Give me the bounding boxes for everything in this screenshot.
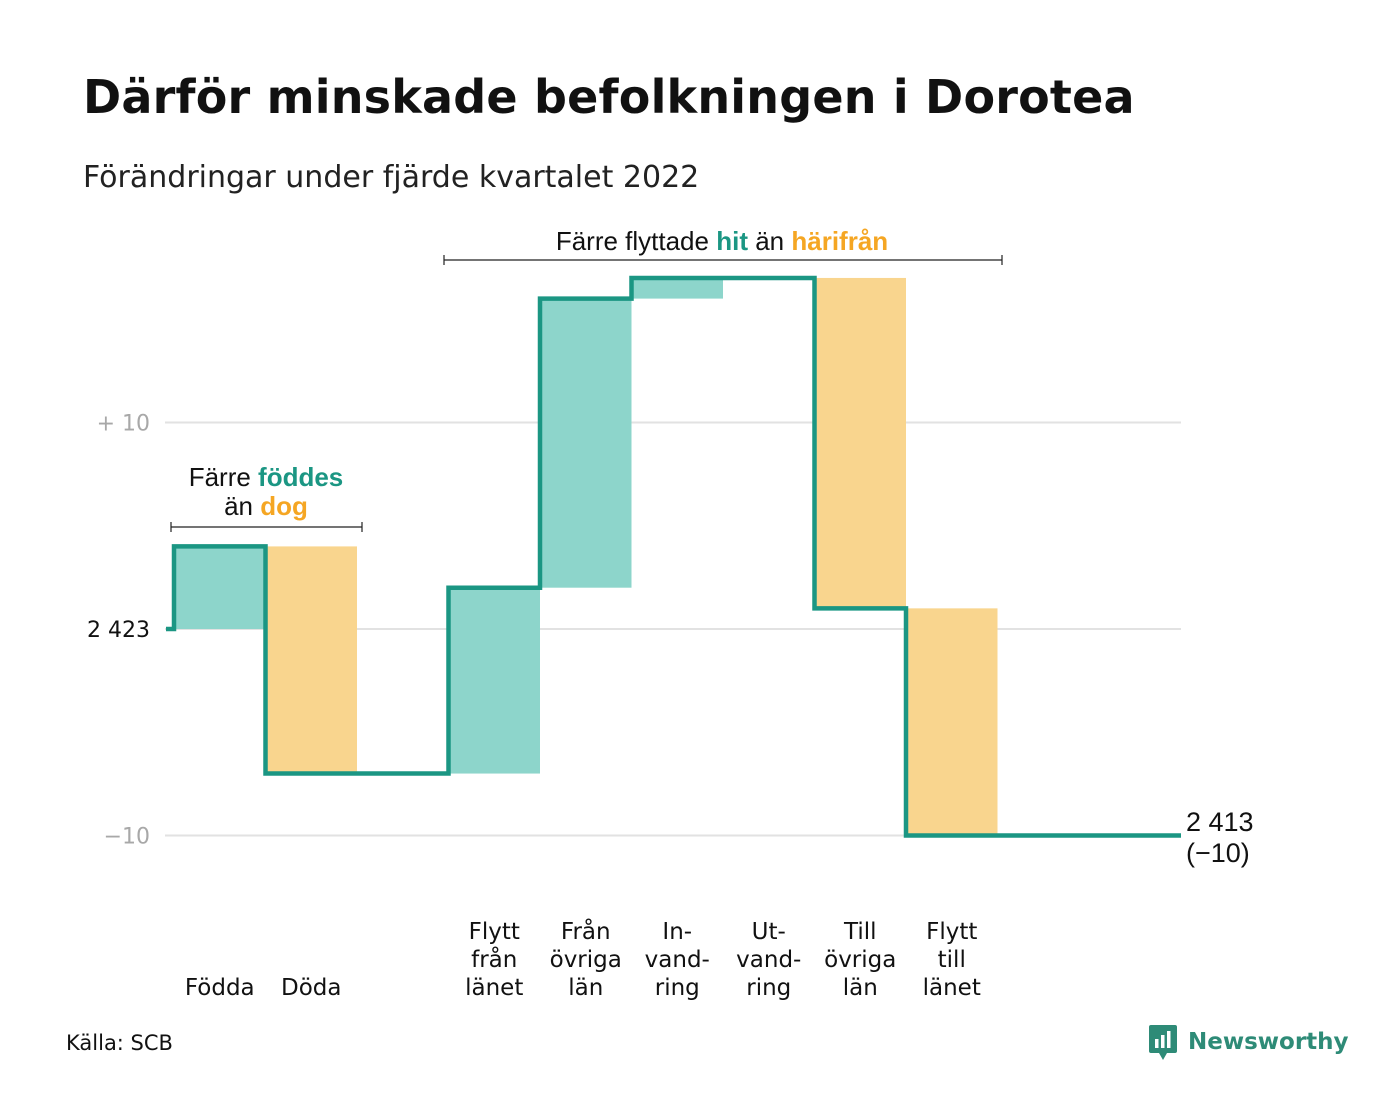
step-line-path <box>166 275 1181 838</box>
y-tick-label-2: −10 <box>104 825 150 850</box>
category-label-4-0: Från <box>561 917 611 945</box>
y-axis-ticks: + 10 2 423 −10 <box>87 412 150 850</box>
category-label-6-2: ring <box>746 975 791 1001</box>
bar-5 <box>631 277 723 299</box>
deaths-annotation-key: dog <box>260 491 308 521</box>
bar-1 <box>265 546 357 774</box>
chart-subtitle: Förändringar under fjärde kvartalet 2022 <box>83 160 700 195</box>
running-total-line <box>166 275 1181 838</box>
category-label-1-0: Döda <box>281 975 341 1001</box>
migration-annotation-key-out: härifrån <box>791 226 888 256</box>
migration-annotation: Färre flyttade hit än härifrån <box>443 226 1003 265</box>
category-label-6-0: Ut- <box>752 919 786 945</box>
end-label: 2 413 (−10) <box>1186 807 1254 868</box>
end-value-label: 2 413 <box>1186 807 1254 837</box>
brand-name: Newsworthy <box>1188 1029 1349 1055</box>
category-label-4-2: län <box>568 975 603 1001</box>
category-label-7-0: Till <box>843 919 877 945</box>
bars <box>174 277 998 836</box>
category-label-8-2: länet <box>923 975 981 1001</box>
category-label-5-2: ring <box>655 975 700 1001</box>
births-annotation-text: Färre <box>189 462 258 492</box>
category-label-3-0: Flytt <box>469 919 520 945</box>
category-label-6-1: vand- <box>736 947 801 973</box>
svg-text:än dog: än dog <box>224 491 308 521</box>
bar-8 <box>906 608 998 836</box>
migration-annotation-key-in: hit <box>716 226 748 256</box>
y-tick-label-0: + 10 <box>97 412 150 437</box>
category-label-5-0: In- <box>662 919 692 945</box>
migration-bracket <box>443 255 1003 265</box>
chart-title: Därför minskade befolkningen i Dorotea <box>83 70 1135 124</box>
end-change-label: (−10) <box>1186 838 1250 868</box>
category-label-8-0: Flytt <box>926 919 977 945</box>
y-tick-label-1: 2 423 <box>87 618 150 643</box>
category-label-4-1: övriga <box>550 947 622 973</box>
migration-annotation-text: Färre flyttade <box>556 226 716 256</box>
category-labels: Födda DödaFlyttfrånlänetFrånövrigalänIn-v… <box>185 917 981 1001</box>
migration-annotation-mid: än <box>748 226 791 256</box>
births-annotation: Färre föddes än dog <box>170 462 363 532</box>
category-label-5-1: vand- <box>645 947 710 973</box>
category-label-8-1: till <box>938 947 966 973</box>
births-annotation-text-2: än <box>224 491 260 521</box>
svg-text:Färre flyttade hit än härifrån: Färre flyttade hit än härifrån <box>556 226 888 256</box>
births-bracket <box>170 522 363 532</box>
category-label-3-2: länet <box>465 975 523 1001</box>
newsworthy-logo-icon <box>1149 1025 1177 1060</box>
bar-3 <box>448 587 540 774</box>
bar-7 <box>814 277 906 609</box>
bar-0 <box>174 546 266 629</box>
category-label-3-1: från <box>471 945 517 973</box>
births-annotation-key: föddes <box>258 462 343 492</box>
svg-text:Färre föddes: Färre föddes <box>189 462 344 492</box>
bar-4 <box>540 298 632 588</box>
category-label-0-0: Födda <box>185 975 255 1001</box>
category-label-7-1: övriga <box>824 947 896 973</box>
source-note: Källa: SCB <box>66 1031 173 1055</box>
brand-logo: Newsworthy <box>1148 1022 1349 1062</box>
category-label-7-2: län <box>843 975 878 1001</box>
